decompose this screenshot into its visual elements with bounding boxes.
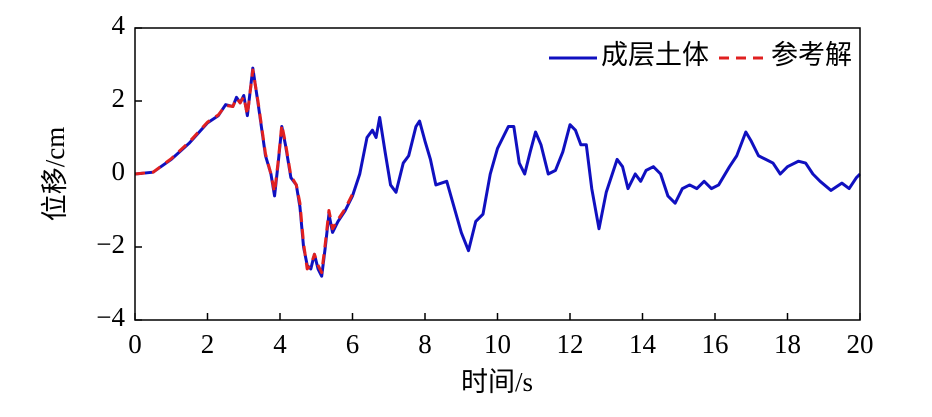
x-tick-label: 14: [629, 329, 657, 359]
y-tick-label: 2: [112, 83, 126, 113]
legend-label: 参考解: [771, 40, 852, 70]
line-series: [134, 68, 354, 275]
x-tick-label: 20: [847, 329, 874, 359]
plot-frame: [134, 27, 861, 321]
x-tick-label: 2: [201, 329, 215, 359]
y-tick-label: 0: [112, 156, 126, 186]
x-tick-label: 16: [702, 329, 729, 359]
x-tick-label: 10: [484, 329, 511, 359]
x-tick-label: 8: [418, 329, 432, 359]
x-tick-label: 4: [273, 329, 287, 359]
y-tick-label: −2: [96, 229, 125, 259]
x-tick-label: 12: [557, 329, 584, 359]
x-tick-label: 0: [128, 329, 142, 359]
y-tick-label: −4: [96, 302, 125, 332]
legend-label: 成层土体: [601, 40, 709, 70]
y-axis-label: 位移/cm: [40, 127, 70, 222]
y-tick-label: 4: [112, 10, 126, 40]
x-axis-label: 时间/s: [461, 367, 533, 397]
x-tick-label: 18: [774, 329, 801, 359]
x-tick-label: 6: [346, 329, 360, 359]
